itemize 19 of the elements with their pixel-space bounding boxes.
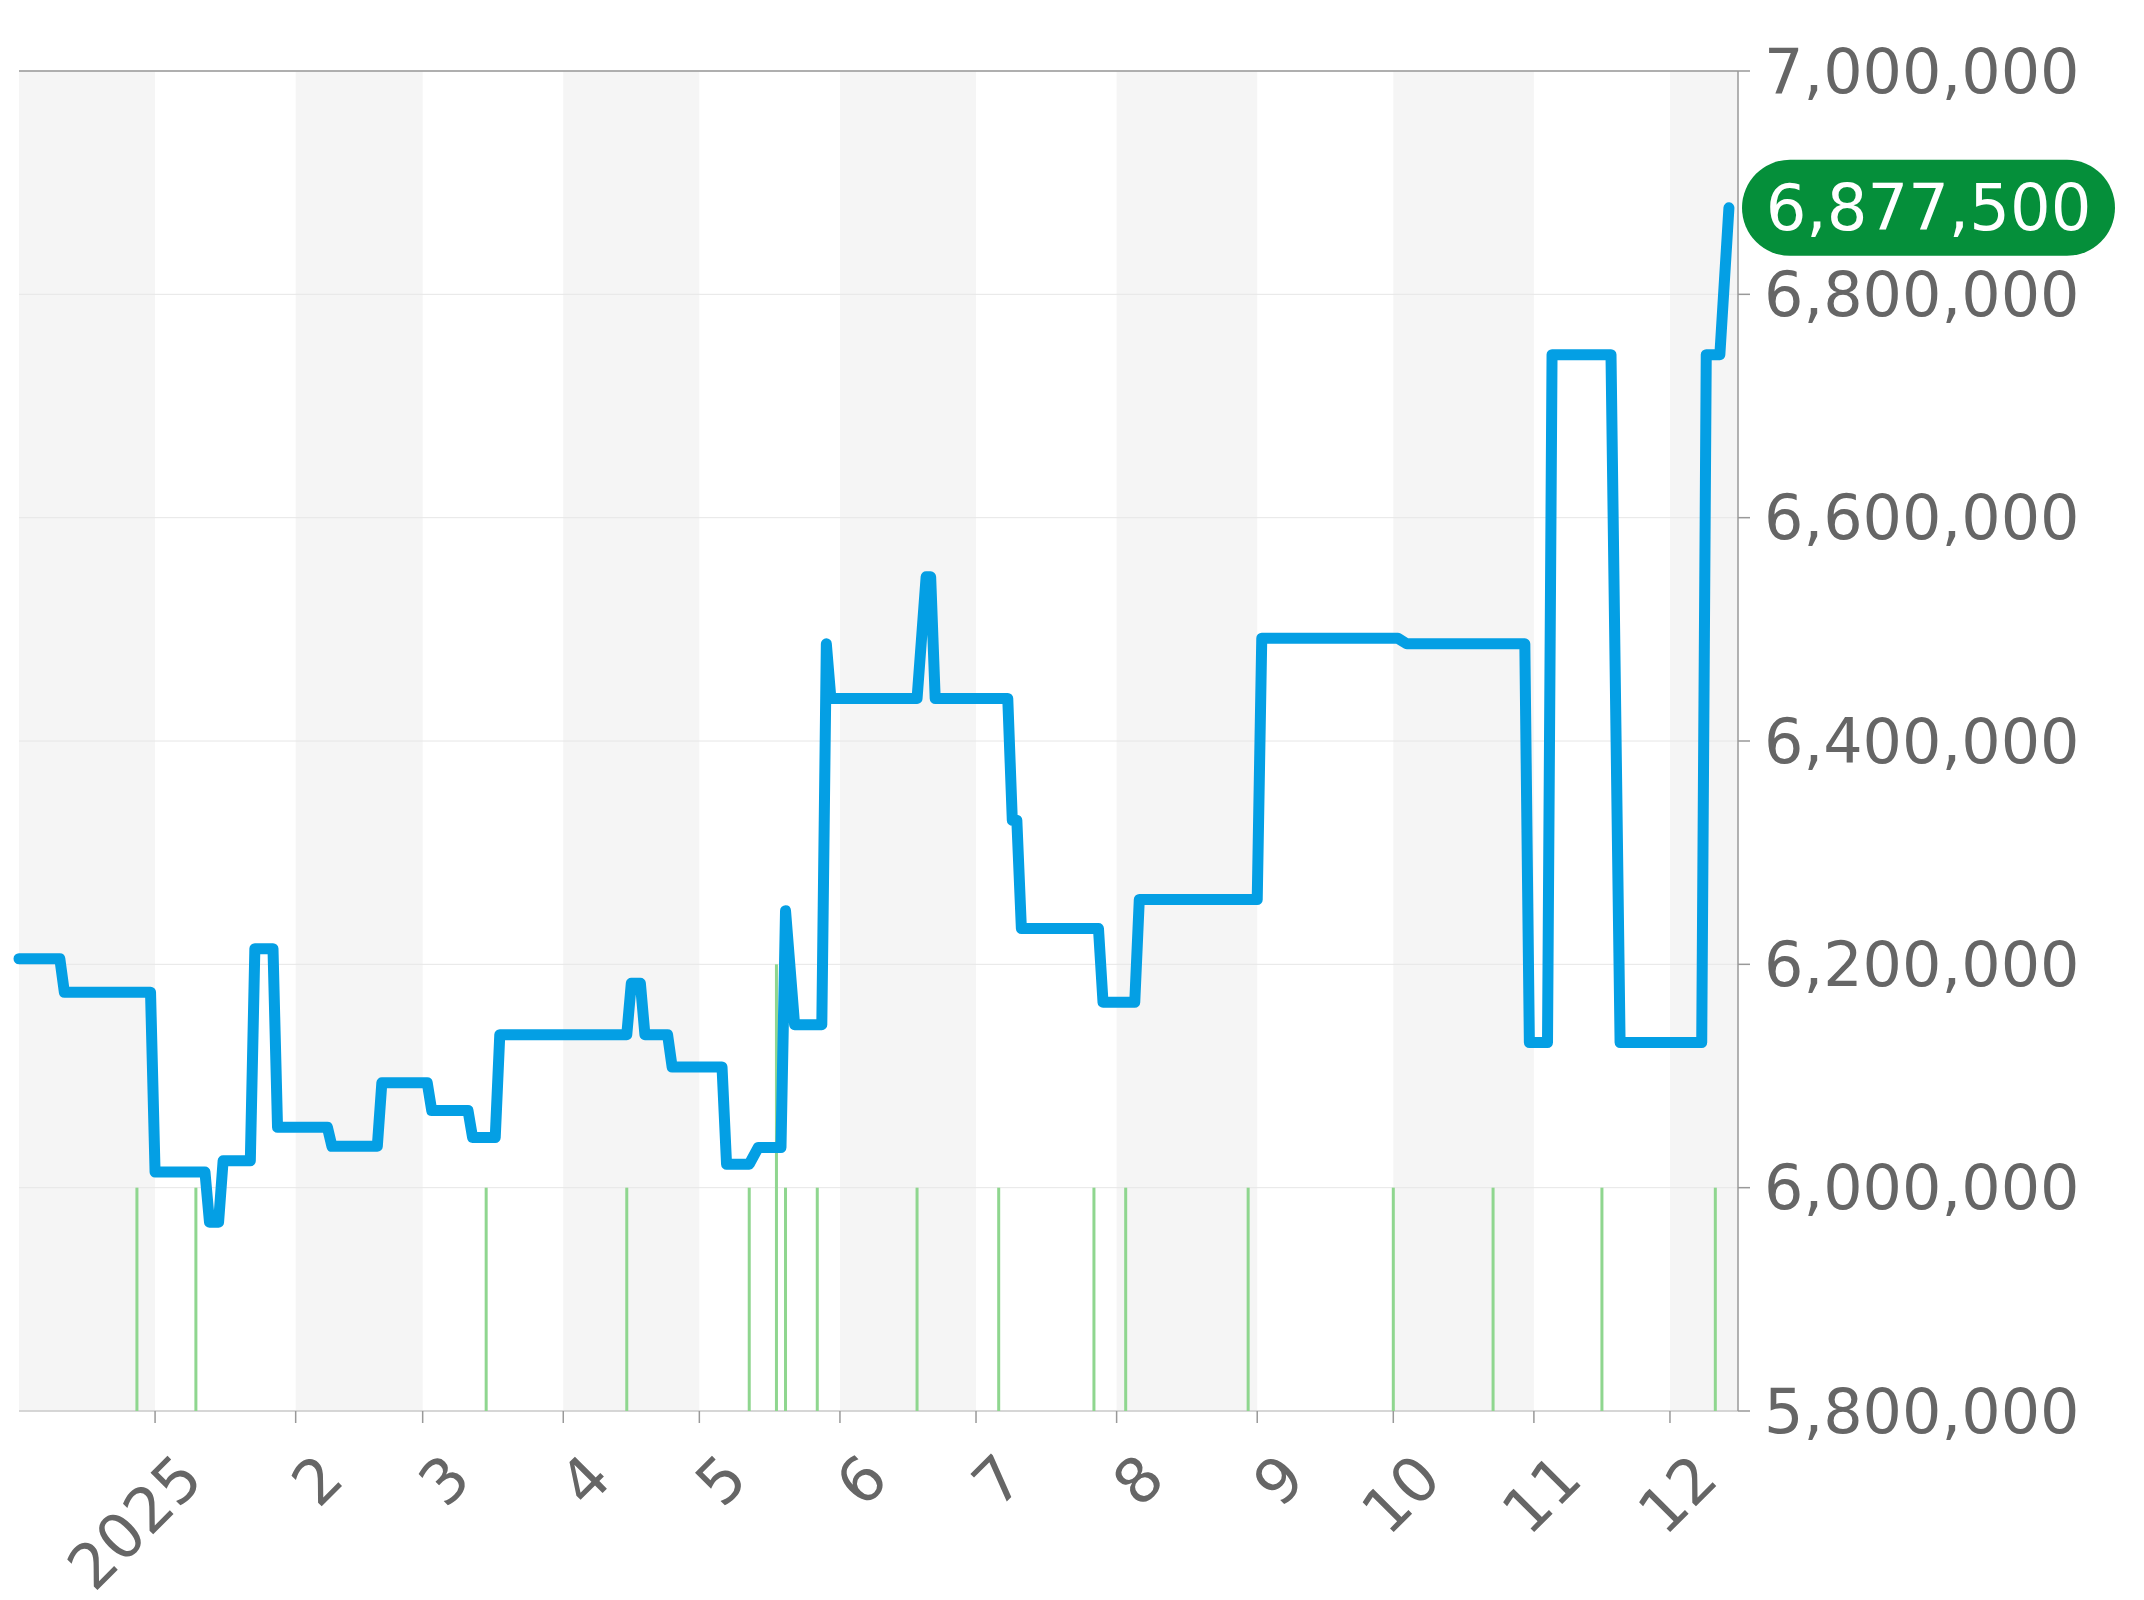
y-tick-label: 6,400,000	[1764, 704, 2080, 778]
annotation: 6,877,500	[1765, 171, 2092, 246]
y-tick-label: 6,200,000	[1764, 928, 2080, 1002]
x-tick-label: 7	[957, 1440, 1038, 1521]
y-tick-label: 5,800,000	[1764, 1374, 2080, 1448]
y-tick-label: 7,000,000	[1764, 34, 2080, 108]
x-tick-label: 4	[545, 1440, 625, 1521]
x-tick-label: 11	[1487, 1440, 1596, 1549]
y-tick-label: 6,600,000	[1764, 481, 2080, 555]
x-tick-label: 10	[1347, 1440, 1455, 1549]
x-tick-label: 9	[1239, 1440, 1319, 1521]
y-tick-label: 6,800,000	[1764, 258, 2080, 332]
x-tick-label: 2	[277, 1440, 357, 1521]
x-tick-label: 5	[681, 1440, 761, 1521]
x-tick-label: 6	[821, 1440, 902, 1521]
x-tick-label: 3	[404, 1440, 484, 1521]
x-tick-label: 12	[1623, 1440, 1732, 1549]
y-tick-label: 6,000,000	[1764, 1151, 2080, 1225]
x-tick-label: 8	[1098, 1440, 1178, 1521]
